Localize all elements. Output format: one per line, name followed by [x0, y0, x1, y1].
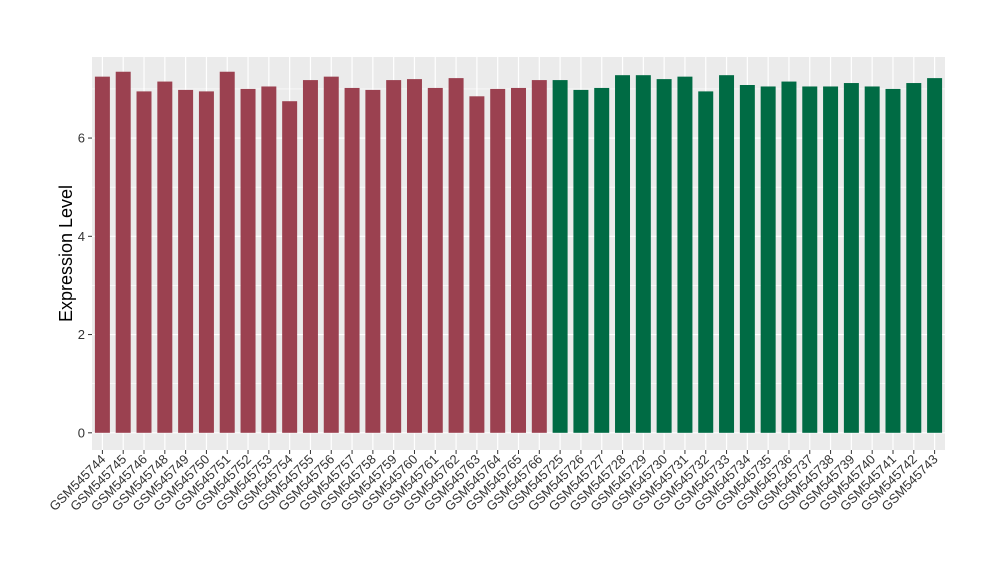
bar — [157, 81, 173, 433]
bar — [282, 101, 298, 433]
y-axis: 0 2 4 6 — [78, 131, 92, 440]
bar — [906, 83, 922, 433]
bar — [615, 75, 631, 433]
bar — [531, 80, 547, 433]
x-axis: GSM545744GSM545745GSM545746GSM545748GSM5… — [46, 450, 941, 514]
bar — [927, 78, 943, 433]
bar — [302, 80, 318, 433]
bar — [656, 79, 672, 433]
bar — [573, 89, 589, 433]
y-tick-label: 0 — [78, 425, 85, 440]
bar — [115, 71, 131, 433]
bar — [739, 85, 755, 433]
bar — [781, 81, 797, 433]
y-axis-title: Expression Level — [56, 185, 76, 322]
bar — [698, 91, 714, 433]
bar — [219, 71, 235, 433]
bar — [406, 79, 422, 433]
y-tick-label: 4 — [78, 229, 85, 244]
bar — [719, 75, 735, 433]
bar — [178, 89, 194, 433]
bar — [365, 89, 381, 433]
bar — [261, 86, 277, 433]
bar — [240, 88, 256, 433]
bar — [885, 88, 901, 433]
bar — [427, 87, 443, 433]
bar — [198, 91, 214, 433]
bar — [94, 76, 110, 433]
y-tick-label: 6 — [78, 131, 85, 146]
bar — [448, 78, 464, 433]
bar — [802, 86, 818, 433]
bar — [511, 87, 526, 433]
bar — [594, 87, 610, 433]
bar — [136, 91, 152, 433]
bar — [490, 88, 506, 433]
bar — [864, 86, 880, 433]
bar — [469, 96, 485, 433]
bar — [635, 75, 651, 433]
bar — [386, 80, 402, 433]
bar — [677, 76, 693, 433]
bar — [760, 86, 776, 433]
bar — [823, 86, 839, 433]
bar — [552, 80, 568, 433]
bar — [323, 76, 339, 433]
bars-group — [94, 71, 943, 433]
bar — [843, 83, 859, 433]
y-tick-label: 2 — [78, 327, 85, 342]
bar — [344, 87, 360, 433]
